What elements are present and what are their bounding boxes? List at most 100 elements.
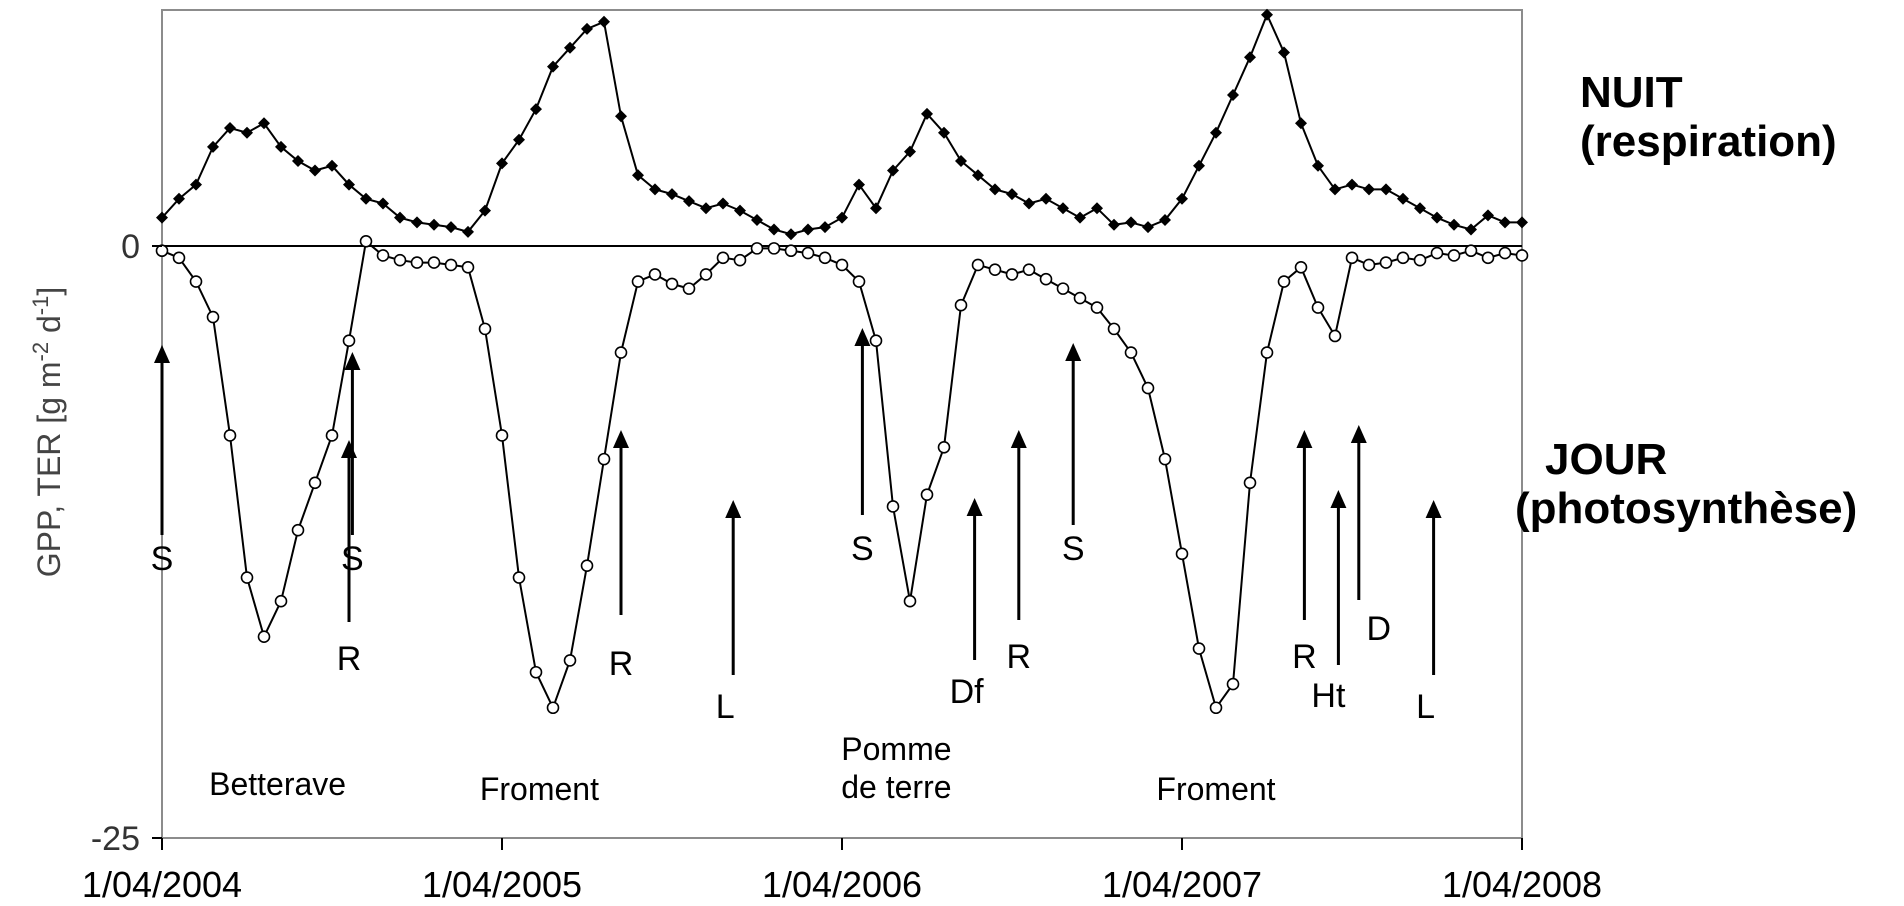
respiration-point <box>1431 211 1443 224</box>
respiration-point <box>156 211 168 224</box>
respiration-point <box>1380 183 1392 196</box>
y-axis-title-part: -2 <box>28 342 53 362</box>
respiration-point <box>887 164 899 177</box>
respiration-point <box>1091 202 1103 215</box>
crop-label: Pomme de terre <box>841 731 951 805</box>
photosynthesis-point <box>189 275 203 288</box>
photosynthesis-point <box>920 488 934 501</box>
event-arrow-head <box>613 430 629 448</box>
respiration-point <box>683 195 695 208</box>
photosynthesis-point <box>648 268 662 281</box>
respiration-point <box>360 192 372 205</box>
respiration-point <box>1448 218 1460 231</box>
photosynthesis-point <box>1056 282 1070 295</box>
respiration-point <box>649 183 661 196</box>
respiration-point <box>734 204 746 217</box>
photosynthesis-point <box>1022 263 1036 276</box>
photosynthesis-point <box>1243 476 1257 490</box>
respiration-point <box>1244 51 1256 64</box>
respiration-point <box>802 223 814 236</box>
respiration-point <box>904 145 916 158</box>
crop-label-line: Froment <box>1156 771 1275 807</box>
respiration-point <box>921 107 933 120</box>
respiration-point <box>870 202 882 215</box>
event-label: S <box>151 540 174 578</box>
respiration-point <box>1516 216 1528 229</box>
respiration-point <box>632 169 644 182</box>
event-label: R <box>1292 638 1317 676</box>
photosynthesis-point <box>1311 301 1325 314</box>
respiration-point <box>1482 209 1494 222</box>
photosynthesis-point <box>427 256 441 269</box>
crop-label: Froment <box>1156 771 1275 807</box>
photosynthesis-point <box>954 298 968 312</box>
event-arrow-head <box>341 440 357 458</box>
respiration-point <box>768 223 780 236</box>
photosynthesis-point <box>1379 256 1393 269</box>
photosynthesis-point <box>1039 272 1053 286</box>
night-respiration-label: NUIT (respiration) <box>1580 68 1837 167</box>
photosynthesis-point <box>784 244 798 258</box>
respiration-point <box>1108 218 1120 231</box>
respiration-point <box>1040 192 1052 205</box>
photosynthesis-point <box>461 261 475 274</box>
photosynthesis-point <box>1447 249 1461 262</box>
event-arrow-head <box>1425 500 1442 518</box>
respiration-point <box>1278 46 1290 59</box>
photosynthesis-point <box>665 277 679 291</box>
event-label: L <box>716 688 735 726</box>
respiration-point <box>462 225 474 238</box>
photosynthesis-point <box>1328 329 1342 343</box>
y-axis-title-part: d <box>31 315 67 342</box>
respiration-point <box>581 22 593 35</box>
photosynthesis-point <box>1294 261 1308 274</box>
respiration-point <box>1193 159 1205 172</box>
x-tick-label: 1/04/2008 <box>1442 864 1602 905</box>
photosynthesis-point <box>1175 547 1189 561</box>
photosynthesis-point <box>1464 244 1478 258</box>
photosynthesis-point <box>886 500 900 513</box>
respiration-point <box>853 178 865 191</box>
respiration-point <box>615 110 627 123</box>
respiration-point <box>785 228 797 241</box>
x-tick-label: 1/04/2006 <box>762 864 922 905</box>
photosynthesis-point <box>1073 291 1087 305</box>
photosynthesis-point <box>1209 701 1223 715</box>
respiration-point <box>666 188 678 201</box>
respiration-point <box>309 164 321 177</box>
respiration-point <box>751 214 763 227</box>
photosynthesis-point <box>614 346 628 359</box>
event-label: S <box>341 540 364 578</box>
event-arrow-head <box>725 500 742 518</box>
event-label: S <box>851 530 874 568</box>
x-tick-label: 1/04/2007 <box>1102 864 1262 905</box>
event-label: L <box>1416 688 1435 726</box>
respiration-point <box>411 216 423 229</box>
photosynthesis-point <box>206 310 220 324</box>
photosynthesis-point <box>937 440 951 454</box>
photosynthesis-point <box>1005 268 1019 281</box>
photosynthesis-point <box>631 275 645 288</box>
photosynthesis-point <box>1498 246 1512 260</box>
respiration-point <box>819 221 831 234</box>
respiration-point <box>1397 192 1409 205</box>
respiration-point <box>717 197 729 210</box>
event-arrow-head <box>1010 430 1027 448</box>
photosynthesis-point <box>1124 346 1138 359</box>
respiration-point <box>292 155 304 168</box>
photosynthesis-point <box>580 559 594 572</box>
y-axis-title-part: -1 <box>28 296 53 316</box>
night-label-line1: NUIT <box>1580 68 1683 117</box>
photosynthesis-point <box>699 268 713 281</box>
respiration-point <box>1363 183 1375 196</box>
crop-label-line: Froment <box>480 771 599 807</box>
respiration-point <box>326 159 338 172</box>
event-arrow-head <box>1330 490 1347 508</box>
event-arrow-head <box>1350 425 1367 443</box>
respiration-point <box>479 204 491 217</box>
respiration-point <box>700 202 712 215</box>
photosynthesis-point <box>342 334 356 348</box>
respiration-point <box>1499 216 1511 229</box>
